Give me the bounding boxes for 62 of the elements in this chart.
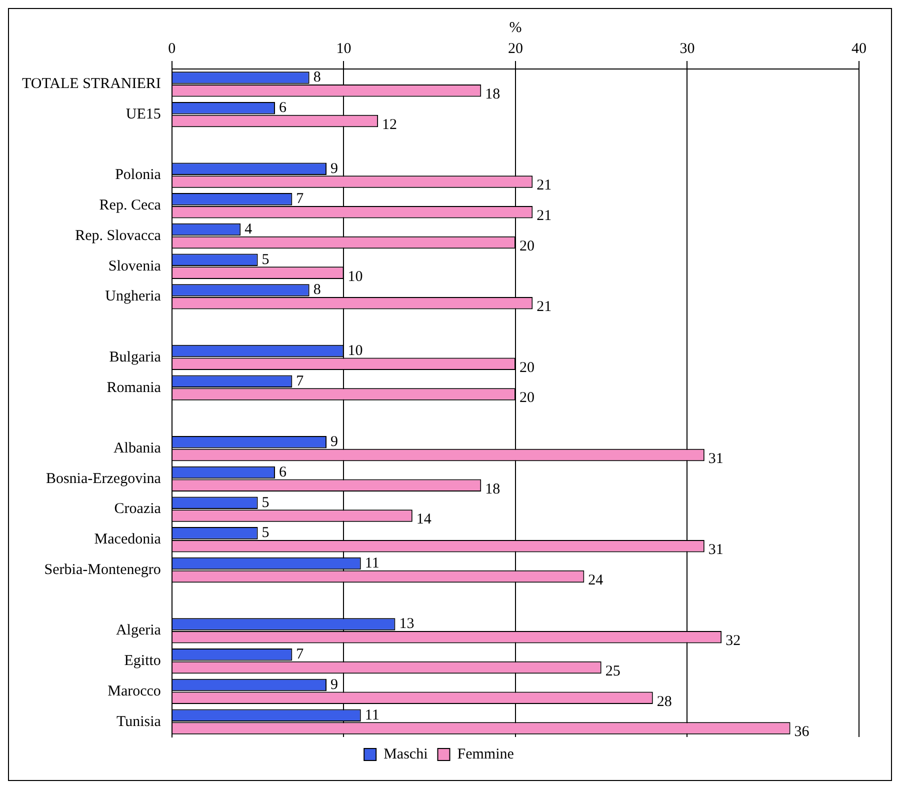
data-label: 14 bbox=[416, 512, 432, 528]
data-label: 4 bbox=[244, 221, 253, 238]
data-label: 6 bbox=[278, 100, 287, 116]
data-label: 32 bbox=[726, 633, 741, 650]
y-tick-label: TOTALE STRANIERI bbox=[22, 76, 161, 92]
data-label: 9 bbox=[330, 676, 338, 693]
y-tick-label: Rep. Slovacca bbox=[75, 228, 162, 244]
data-label: 21 bbox=[536, 178, 552, 194]
data-label: 6 bbox=[278, 464, 287, 480]
y-tick-label: Rep. Ceca bbox=[99, 198, 162, 214]
data-label: 20 bbox=[519, 238, 534, 254]
y-tick-label: Algeria bbox=[116, 622, 162, 639]
data-label: 8 bbox=[313, 70, 321, 86]
data-label: 24 bbox=[588, 572, 604, 588]
y-tick-label: Polonia bbox=[115, 167, 162, 184]
y-tick-label: UE15 bbox=[126, 106, 161, 122]
x-axis-title: % bbox=[509, 20, 522, 36]
data-label: 5 bbox=[262, 525, 270, 542]
data-label: 8 bbox=[313, 282, 321, 298]
data-label: 9 bbox=[330, 434, 338, 450]
y-tick-label: Macedonia bbox=[94, 532, 162, 548]
data-label: 7 bbox=[296, 646, 304, 663]
data-label: 36 bbox=[794, 724, 810, 740]
data-label: 18 bbox=[485, 481, 500, 498]
data-label: 20 bbox=[519, 390, 534, 406]
data-label: 10 bbox=[348, 342, 363, 359]
legend-label: Maschi bbox=[384, 746, 428, 762]
data-label: 12 bbox=[382, 116, 398, 133]
y-tick-label: Ungheria bbox=[105, 288, 162, 305]
x-tick-label: 20 bbox=[508, 40, 523, 57]
y-tick-label: Serbia-Montenegro bbox=[44, 562, 161, 578]
data-label: 7 bbox=[296, 373, 304, 390]
y-tick-label: Egitto bbox=[124, 653, 161, 670]
x-tick-label: 40 bbox=[852, 40, 866, 57]
data-label: 7 bbox=[296, 191, 304, 208]
y-tick-label: Bulgaria bbox=[109, 349, 162, 366]
data-label: 21 bbox=[536, 208, 552, 224]
data-label: 31 bbox=[708, 542, 724, 558]
y-tick-label: Marocco bbox=[108, 683, 161, 700]
data-label: 5 bbox=[262, 252, 270, 268]
data-label: 21 bbox=[536, 299, 552, 316]
y-tick-label: Tunisia bbox=[116, 714, 162, 730]
data-label: 28 bbox=[656, 694, 672, 710]
data-label: 5 bbox=[262, 494, 270, 511]
y-tick-label: Slovenia bbox=[108, 258, 162, 274]
x-tick-label: 0 bbox=[168, 40, 176, 57]
data-label: 20 bbox=[519, 360, 534, 376]
data-label: 10 bbox=[348, 268, 363, 285]
y-tick-label: Bosnia-Erzegovina bbox=[46, 470, 162, 487]
data-label: 9 bbox=[330, 160, 338, 177]
data-label: 31 bbox=[708, 450, 724, 467]
y-tick-label: Albania bbox=[113, 440, 162, 456]
data-label: 18 bbox=[485, 86, 500, 103]
data-label: 13 bbox=[399, 616, 414, 632]
x-tick-label: 10 bbox=[336, 40, 352, 57]
legend-label: Femmine bbox=[457, 746, 514, 762]
data-label: 11 bbox=[364, 707, 380, 724]
data-label: 25 bbox=[605, 663, 620, 680]
y-tick-label: Romania bbox=[106, 380, 162, 396]
data-label: 11 bbox=[364, 555, 380, 572]
y-tick-label: Croazia bbox=[114, 501, 162, 518]
x-tick-label: 30 bbox=[680, 40, 695, 57]
